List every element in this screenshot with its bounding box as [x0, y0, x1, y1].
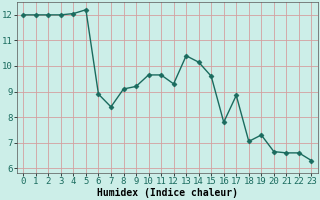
X-axis label: Humidex (Indice chaleur): Humidex (Indice chaleur)	[97, 188, 238, 198]
